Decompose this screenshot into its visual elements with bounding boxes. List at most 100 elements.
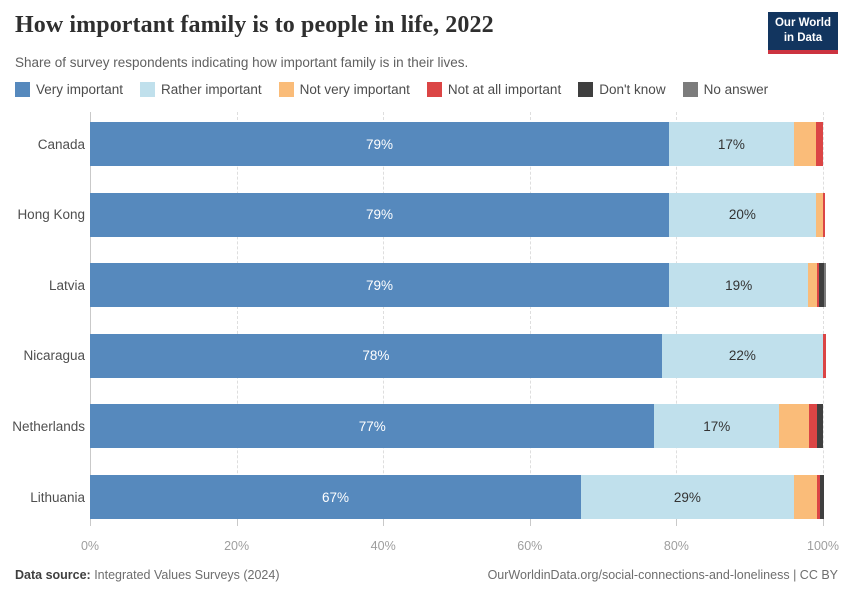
bar-segment-not-at-all-important[interactable]	[809, 404, 818, 449]
axis-tick-label: 100%	[807, 539, 839, 553]
attribution: OurWorldinData.org/social-connections-an…	[488, 568, 838, 582]
bar-value-label: 17%	[703, 418, 731, 434]
gridline	[529, 112, 531, 518]
bar-segment-don-t-know[interactable]	[819, 263, 824, 308]
owid-logo-line1: Our World	[774, 17, 831, 29]
bar-segment-no-answer[interactable]	[823, 263, 826, 308]
category-label-lithuania: Lithuania	[30, 489, 85, 505]
bar-value-label: 78%	[362, 348, 390, 364]
category-label-hong-kong: Hong Kong	[17, 207, 85, 223]
bar-value-label: 79%	[366, 207, 394, 223]
bar-segment-rather-important[interactable]: 17%	[669, 122, 794, 166]
bar-segment-not-very-important[interactable]	[779, 404, 810, 449]
bar-segment-not-at-all-important[interactable]	[822, 333, 826, 378]
category-label-nicaragua: Nicaragua	[23, 348, 85, 364]
legend-label: Don't know	[599, 82, 666, 97]
legend-item-not-very-important[interactable]: Not very important	[278, 82, 410, 97]
bar-row-latvia: 79% 19%	[90, 263, 826, 308]
bar-segment-rather-important[interactable]: 19%	[669, 263, 809, 308]
axis-tick	[236, 518, 238, 526]
legend-item-rather-important[interactable]: Rather important	[140, 82, 262, 97]
bar-row-nicaragua: 78% 22%	[90, 333, 826, 378]
legend-swatch-icon	[682, 82, 698, 97]
category-label-netherlands: Netherlands	[12, 418, 85, 434]
bar-segment-not-very-important[interactable]	[815, 192, 823, 237]
bar-segment-not-at-all-important[interactable]	[817, 263, 820, 308]
legend-swatch-icon	[278, 82, 294, 97]
legend-label: Not at all important	[447, 82, 562, 97]
owid-logo-line2: in Data	[783, 31, 823, 44]
bar-row-netherlands: 77% 17%	[90, 404, 823, 449]
bar-segment-rather-important[interactable]: 29%	[581, 475, 794, 519]
bar-segment-very-important[interactable]: 79%	[90, 192, 670, 237]
bar-segment-not-very-important[interactable]	[808, 263, 818, 308]
bar-segment-very-important[interactable]: 67%	[90, 475, 582, 519]
legend-item-not-at-all-important[interactable]: Not at all important	[426, 82, 562, 97]
bar-segment-not-at-all-important[interactable]	[822, 192, 826, 237]
legend-swatch-icon	[140, 82, 156, 97]
bar-value-label: 79%	[366, 277, 394, 293]
axis-tick-label: 20%	[224, 539, 250, 553]
bar-value-label: 77%	[358, 418, 386, 434]
data-source-label: Data source:	[15, 568, 91, 582]
axis-tick	[823, 518, 824, 526]
owid-url-link[interactable]: OurWorldinData.org/social-connections-an…	[487, 568, 790, 582]
legend-swatch-icon	[15, 82, 30, 97]
legend-label: Very important	[36, 82, 124, 97]
category-label-canada: Canada	[37, 136, 85, 152]
bar-value-label: 20%	[728, 207, 756, 223]
legend-swatch-icon	[578, 82, 594, 97]
gridline	[236, 112, 238, 518]
legend-item-don-t-know[interactable]: Don't know	[578, 82, 666, 97]
bar-row-hong-kong: 79% 20%	[90, 192, 826, 237]
bar-value-label: 22%	[728, 348, 756, 364]
axis-tick-label: 60%	[517, 539, 543, 553]
bar-segment-rather-important[interactable]: 20%	[669, 192, 816, 237]
legend-swatch-icon	[426, 82, 442, 97]
bar-value-label: 79%	[366, 136, 394, 152]
chart-subtitle: Share of survey respondents indicating h…	[15, 55, 469, 70]
axis-tick	[676, 518, 678, 526]
gridline	[90, 112, 91, 518]
bar-segment-don-t-know[interactable]	[817, 404, 823, 449]
plot-area: 79% 17% 79% 20% 79% 19% 78% 22% 77% 17% 67% 29%	[90, 112, 835, 532]
legend-item-no-answer[interactable]: No answer	[682, 82, 769, 97]
bar-value-label: 29%	[673, 489, 701, 505]
axis-tick-label: 40%	[370, 539, 396, 553]
legend-label: Rather important	[161, 82, 262, 97]
bar-segment-very-important[interactable]: 79%	[90, 122, 670, 166]
category-label-latvia: Latvia	[48, 277, 85, 293]
bar-value-label: 17%	[717, 136, 745, 152]
bar-segment-very-important[interactable]: 78%	[90, 333, 662, 378]
legend-label: No answer	[703, 82, 769, 97]
bar-segment-not-at-all-important[interactable]	[816, 122, 823, 166]
bar-row-lithuania: 67% 29%	[90, 475, 825, 519]
legend-item-very-important[interactable]: Very important	[15, 82, 123, 97]
bar-segment-rather-important[interactable]: 17%	[654, 404, 780, 449]
legend-label: Not very important	[299, 82, 410, 97]
bar-row-canada: 79% 17%	[90, 122, 823, 166]
axis-tick	[529, 518, 531, 526]
axis-tick	[90, 518, 91, 526]
bar-segment-not-very-important[interactable]	[793, 475, 818, 519]
bar-segment-very-important[interactable]: 77%	[90, 404, 655, 449]
bar-segment-not-at-all-important[interactable]	[817, 475, 821, 519]
owid-logo[interactable]: Our World in Data	[767, 12, 838, 54]
legend: Very important Rather important Not very i…	[15, 82, 768, 97]
axis-tick-label: 80%	[663, 539, 689, 553]
bar-segment-rather-important[interactable]: 22%	[661, 333, 823, 378]
data-source-value: Integrated Values Surveys (2024)	[90, 568, 280, 582]
gridline	[676, 112, 678, 518]
gridline	[823, 112, 824, 518]
bar-value-label: 19%	[725, 277, 753, 293]
axis-tick-label: 0%	[80, 539, 100, 553]
bar-segment-very-important[interactable]: 79%	[90, 263, 670, 308]
data-source: Data source: Integrated Values Surveys (…	[15, 568, 280, 582]
bar-segment-don-t-know[interactable]	[820, 475, 825, 519]
gridline	[383, 112, 385, 518]
axis-tick	[383, 518, 385, 526]
license-text: | CC BY	[789, 568, 838, 582]
bar-value-label: 67%	[322, 489, 350, 505]
bar-segment-not-very-important[interactable]	[793, 122, 817, 166]
